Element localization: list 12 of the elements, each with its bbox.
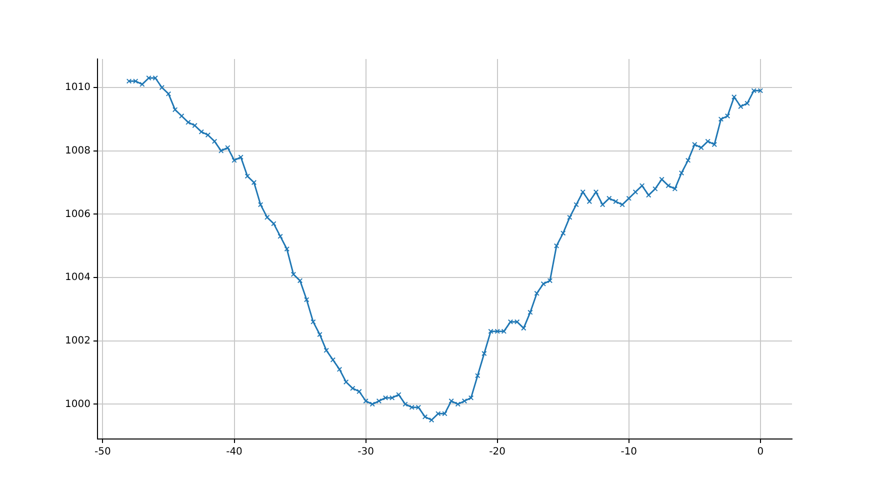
x-tick-label: -40: [226, 446, 242, 458]
y-tick-label: 1002: [64, 335, 90, 346]
x-tick-label: 0: [757, 446, 764, 458]
x-tick-label: -10: [620, 446, 638, 458]
x-tick-label: -20: [489, 446, 506, 458]
y-tick-label: 1006: [64, 208, 90, 220]
y-tick-label: 1008: [64, 145, 90, 156]
y-tick-label: 1000: [64, 398, 90, 410]
y-tick-label: 1010: [64, 82, 90, 94]
y-tick-label: 1004: [64, 272, 90, 284]
x-tick-label: -30: [358, 446, 374, 458]
x-tick-label: -50: [94, 446, 111, 458]
